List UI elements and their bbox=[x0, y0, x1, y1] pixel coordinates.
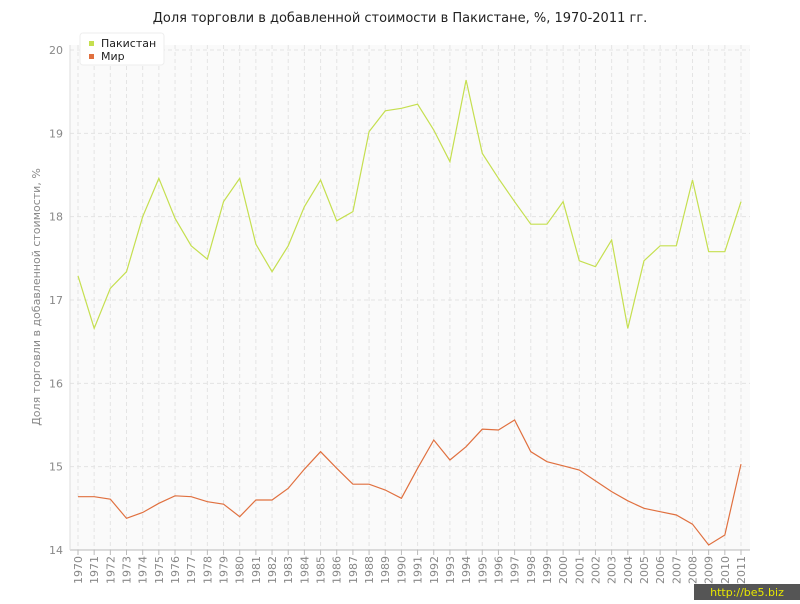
y-tick-label: 15 bbox=[49, 461, 63, 474]
x-tick-label: 2005 bbox=[638, 556, 651, 584]
y-tick-label: 14 bbox=[49, 544, 63, 557]
x-tick-label: 1991 bbox=[412, 556, 425, 584]
x-tick-label: 2010 bbox=[719, 556, 732, 584]
x-tick-label: 1970 bbox=[72, 556, 85, 584]
x-tick-label: 1992 bbox=[428, 556, 441, 584]
watermark: http://be5.biz bbox=[710, 586, 784, 599]
legend-swatch bbox=[89, 41, 94, 46]
x-tick-label: 1983 bbox=[282, 556, 295, 584]
x-tick-label: 1987 bbox=[347, 556, 360, 584]
x-tick-label: 2003 bbox=[606, 556, 619, 584]
x-tick-label: 1988 bbox=[363, 556, 376, 584]
x-tick-label: 1971 bbox=[88, 556, 101, 584]
x-tick-label: 2006 bbox=[654, 556, 667, 584]
y-axis-label: Доля торговли в добавленной стоимости, % bbox=[30, 168, 43, 426]
legend-box bbox=[79, 32, 165, 66]
x-tick-label: 1972 bbox=[104, 556, 117, 584]
x-tick-label: 2009 bbox=[703, 556, 716, 584]
series-line bbox=[78, 419, 742, 546]
y-tick-label: 17 bbox=[49, 294, 63, 307]
x-tick-label: 1980 bbox=[234, 556, 247, 584]
x-tick-label: 1985 bbox=[315, 556, 328, 584]
plot-area bbox=[70, 45, 750, 550]
x-tick-label: 1973 bbox=[121, 556, 134, 584]
x-tick-label: 1984 bbox=[298, 556, 311, 584]
x-tick-label: 1989 bbox=[379, 556, 392, 584]
x-tick-label: 1994 bbox=[460, 556, 473, 584]
x-tick-label: 1993 bbox=[444, 556, 457, 584]
y-tick-label: 19 bbox=[49, 127, 63, 140]
chart-title: Доля торговли в добавленной стоимости в … bbox=[153, 11, 648, 26]
x-tick-label: 1981 bbox=[250, 556, 263, 584]
x-tick-label: 1996 bbox=[492, 556, 505, 584]
x-tick-label: 1999 bbox=[541, 556, 554, 584]
legend-swatch bbox=[89, 54, 94, 59]
x-tick-label: 2001 bbox=[573, 556, 586, 584]
series-line bbox=[77, 79, 742, 331]
x-tick-label: 1979 bbox=[218, 556, 231, 584]
x-tick-label: 1998 bbox=[525, 556, 538, 584]
x-tick-label: 1995 bbox=[476, 556, 489, 584]
x-tick-label: 1976 bbox=[169, 556, 182, 584]
x-tick-label: 1977 bbox=[185, 556, 198, 584]
x-tick-label: 2008 bbox=[686, 556, 699, 584]
x-tick-label: 1986 bbox=[331, 556, 344, 584]
x-tick-label: 1978 bbox=[201, 556, 214, 584]
legend-label: Мир bbox=[101, 50, 125, 63]
x-tick-label: 1997 bbox=[509, 556, 522, 584]
x-tick-label: 2000 bbox=[557, 556, 570, 584]
x-tick-label: 2004 bbox=[622, 556, 635, 584]
y-tick-label: 16 bbox=[49, 377, 63, 390]
x-tick-label: 1990 bbox=[395, 556, 408, 584]
y-tick-label: 18 bbox=[49, 211, 63, 224]
y-tick-label: 20 bbox=[49, 44, 63, 57]
x-tick-label: 1974 bbox=[137, 556, 150, 584]
watermark-bg bbox=[694, 584, 800, 600]
x-tick-label: 2002 bbox=[589, 556, 602, 584]
legend-label: Пакистан bbox=[101, 37, 156, 50]
x-tick-label: 2011 bbox=[735, 556, 748, 584]
x-tick-label: 1975 bbox=[153, 556, 166, 584]
x-tick-label: 1982 bbox=[266, 556, 279, 584]
x-tick-label: 2007 bbox=[670, 556, 683, 584]
